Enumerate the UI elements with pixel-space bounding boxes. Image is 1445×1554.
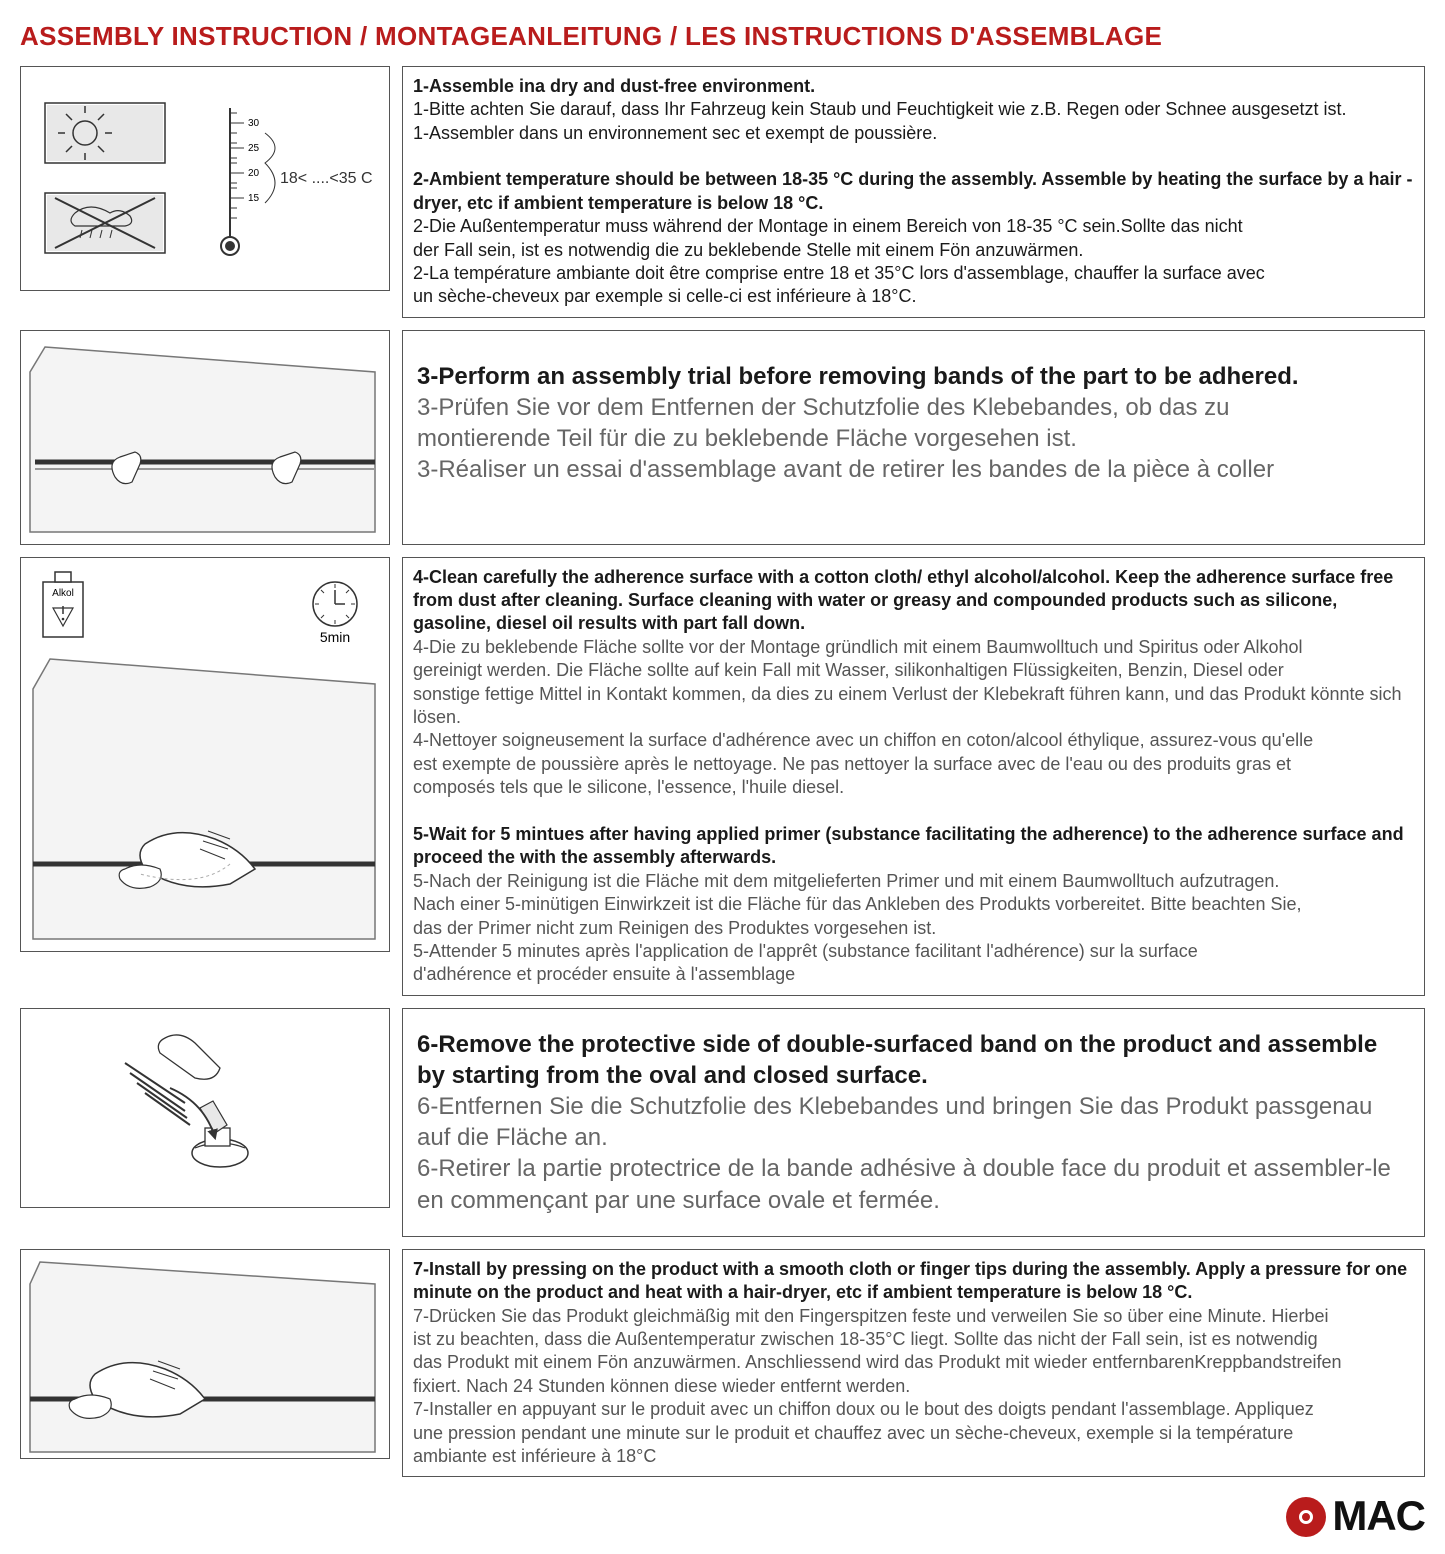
step2-fr-a: 2-La température ambiante doit être comp… — [413, 262, 1414, 285]
step5-fr-a: 5-Attender 5 minutes après l'application… — [413, 940, 1414, 963]
logo-text: MAC — [1332, 1489, 1425, 1544]
step5-de-c: das der Primer nicht zum Reinigen des Pr… — [413, 917, 1414, 940]
step4-fr-b: est exempte de poussière après le nettoy… — [413, 753, 1414, 776]
diagram-remove-tape — [20, 1008, 390, 1208]
diagram-press — [20, 1249, 390, 1459]
step7-de-c: das Produkt mit einem Fön anzuwärmen. An… — [413, 1351, 1414, 1374]
step4-de-b: gereinigt werden. Die Fläche sollte auf … — [413, 659, 1414, 682]
step4-fr-c: composés tels que le silicone, l'essence… — [413, 776, 1414, 799]
temperature-range-label: 18< ....<35 C — [280, 170, 373, 187]
step4-fr-a: 4-Nettoyer soigneusement la surface d'ad… — [413, 729, 1414, 752]
step2-fr-b: un sèche-cheveux par exemple si celle-ci… — [413, 285, 1414, 308]
step7-fr-b: une pression pendant une minute sur le p… — [413, 1422, 1414, 1445]
instruction-row-1: 30 25 20 15 18< ....<35 C 1-Assemble ina… — [20, 66, 1425, 318]
step7-de-a: 7-Drücken Sie das Produkt gleichmäßig mi… — [413, 1305, 1414, 1328]
step1-fr: 1-Assembler dans un environnement sec et… — [413, 122, 1414, 145]
step5-en: 5-Wait for 5 mintues after having applie… — [413, 823, 1414, 870]
step2-de-b: der Fall sein, ist es notwendig die zu b… — [413, 239, 1414, 262]
step7-de-b: ist zu beachten, dass die Außentemperatu… — [413, 1328, 1414, 1351]
step3-fr: 3-Réaliser un essai d'assemblage avant d… — [417, 454, 1410, 485]
brand-logo: MAC — [20, 1489, 1425, 1544]
thermo-mark: 25 — [248, 143, 260, 154]
step6-en-a: 6-Remove the protective side of double-s… — [417, 1029, 1410, 1060]
page-title: ASSEMBLY INSTRUCTION / MONTAGEANLEITUNG … — [20, 20, 1425, 54]
step6-en-b: by starting from the oval and closed sur… — [417, 1060, 1410, 1091]
step2-en: 2-Ambient temperature should be between … — [413, 168, 1414, 215]
step5-de-a: 5-Nach der Reinigung ist die Fläche mit … — [413, 870, 1414, 893]
instruction-text-4-5: 4-Clean carefully the adherence surface … — [402, 557, 1425, 996]
step3-de-b: montierende Teil für die zu beklebende F… — [417, 423, 1410, 454]
step2-de-a: 2-Die Außentemperatur muss während der M… — [413, 215, 1414, 238]
step5-de-b: Nach einer 5-minütigen Einwirkzeit ist d… — [413, 893, 1414, 916]
alcohol-label: Alkol — [52, 588, 74, 599]
step6-de: 6-Entfernen Sie die Schutzfolie des Kleb… — [417, 1091, 1410, 1153]
instruction-text-1-2: 1-Assemble ina dry and dust-free environ… — [402, 66, 1425, 318]
logo-icon — [1286, 1497, 1326, 1537]
step5-fr-b: d'adhérence et procéder ensuite à l'asse… — [413, 963, 1414, 986]
step1-de: 1-Bitte achten Sie darauf, dass Ihr Fahr… — [413, 98, 1414, 121]
thermo-mark: 15 — [248, 193, 260, 204]
diagram-trial — [20, 330, 390, 545]
thermo-mark: 30 — [248, 118, 260, 129]
instruction-row-3: Alkol 5min — [20, 557, 1425, 996]
instruction-row-5: 7-Install by pressing on the product wit… — [20, 1249, 1425, 1478]
instruction-text-6: 6-Remove the protective side of double-s… — [402, 1008, 1425, 1237]
thermo-mark: 20 — [248, 168, 260, 179]
step7-en: 7-Install by pressing on the product wit… — [413, 1258, 1414, 1305]
step6-fr-b: en commençant par une surface ovale et f… — [417, 1185, 1410, 1216]
step1-en: 1-Assemble ina dry and dust-free environ… — [413, 75, 1414, 98]
instruction-row-4: 6-Remove the protective side of double-s… — [20, 1008, 1425, 1237]
step7-fr-c: ambiante est inférieure à 18°C — [413, 1445, 1414, 1468]
wait-time-label: 5min — [320, 629, 350, 645]
step6-fr-a: 6-Retirer la partie protectrice de la ba… — [417, 1153, 1410, 1184]
step3-de-a: 3-Prüfen Sie vor dem Entfernen der Schut… — [417, 392, 1410, 423]
instruction-text-3: 3-Perform an assembly trial before remov… — [402, 330, 1425, 545]
step7-de-d: fixiert. Nach 24 Stunden können diese wi… — [413, 1375, 1414, 1398]
step7-fr-a: 7-Installer en appuyant sur le produit a… — [413, 1398, 1414, 1421]
step4-de-a: 4-Die zu beklebende Fläche sollte vor de… — [413, 636, 1414, 659]
step3-en: 3-Perform an assembly trial before remov… — [417, 361, 1410, 392]
instruction-text-7: 7-Install by pressing on the product wit… — [402, 1249, 1425, 1478]
instruction-row-2: 3-Perform an assembly trial before remov… — [20, 330, 1425, 545]
step4-en: 4-Clean carefully the adherence surface … — [413, 566, 1414, 636]
diagram-environment: 30 25 20 15 18< ....<35 C — [20, 66, 390, 291]
diagram-clean: Alkol 5min — [20, 557, 390, 952]
step4-de-c: sonstige fettige Mittel in Kontakt komme… — [413, 683, 1414, 730]
